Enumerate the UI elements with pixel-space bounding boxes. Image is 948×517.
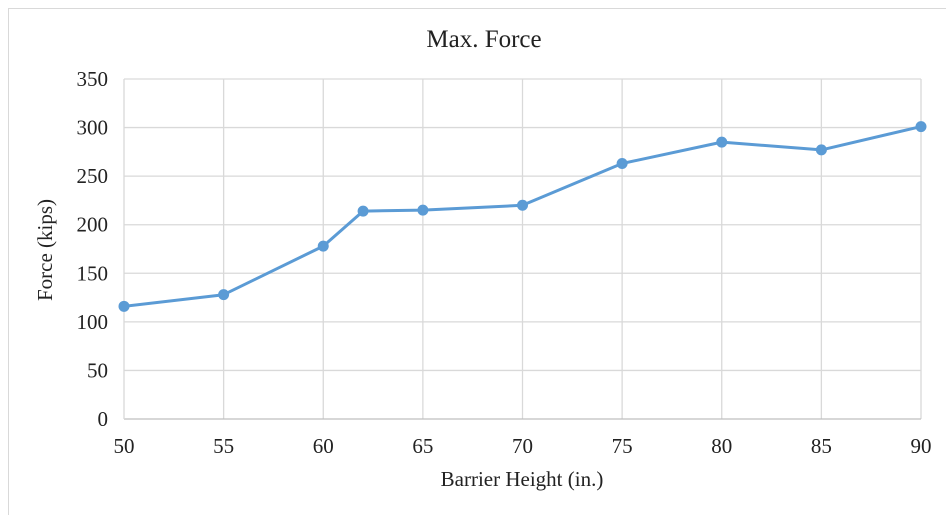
x-tick-label: 90	[911, 434, 932, 458]
x-tick-label: 50	[114, 434, 135, 458]
x-tick-label: 65	[412, 434, 433, 458]
data-point	[616, 158, 628, 170]
data-point	[118, 300, 130, 312]
y-tick-label: 0	[98, 407, 109, 431]
x-tick-label: 55	[213, 434, 234, 458]
y-tick-label: 250	[77, 164, 109, 188]
x-axis-label: Barrier Height (in.)	[441, 467, 604, 491]
data-point	[417, 204, 429, 216]
series-layer	[118, 121, 927, 312]
data-point	[915, 121, 927, 133]
data-point	[716, 136, 728, 148]
chart-title: Max. Force	[426, 26, 541, 53]
x-tick-label: 70	[512, 434, 533, 458]
x-tick-label: 60	[313, 434, 334, 458]
y-tick-label: 200	[77, 213, 109, 237]
y-axis-label: Force (kips)	[33, 199, 57, 301]
y-tick-label: 50	[87, 358, 108, 382]
data-point	[517, 199, 528, 211]
x-tick-label: 85	[811, 434, 832, 458]
y-tick-label: 350	[77, 67, 109, 91]
x-tick-label: 75	[612, 434, 633, 458]
x-tick-label: 80	[711, 434, 732, 458]
data-point	[218, 289, 230, 301]
axes	[123, 79, 921, 420]
data-point	[317, 240, 329, 252]
series-line	[122, 125, 923, 308]
y-tick-label: 100	[77, 310, 109, 334]
data-point	[815, 144, 827, 156]
data-point	[357, 205, 369, 217]
grid-lines	[124, 78, 922, 419]
y-tick-label: 150	[77, 261, 109, 285]
chart-area	[8, 8, 946, 515]
y-tick-label: 300	[77, 116, 109, 140]
